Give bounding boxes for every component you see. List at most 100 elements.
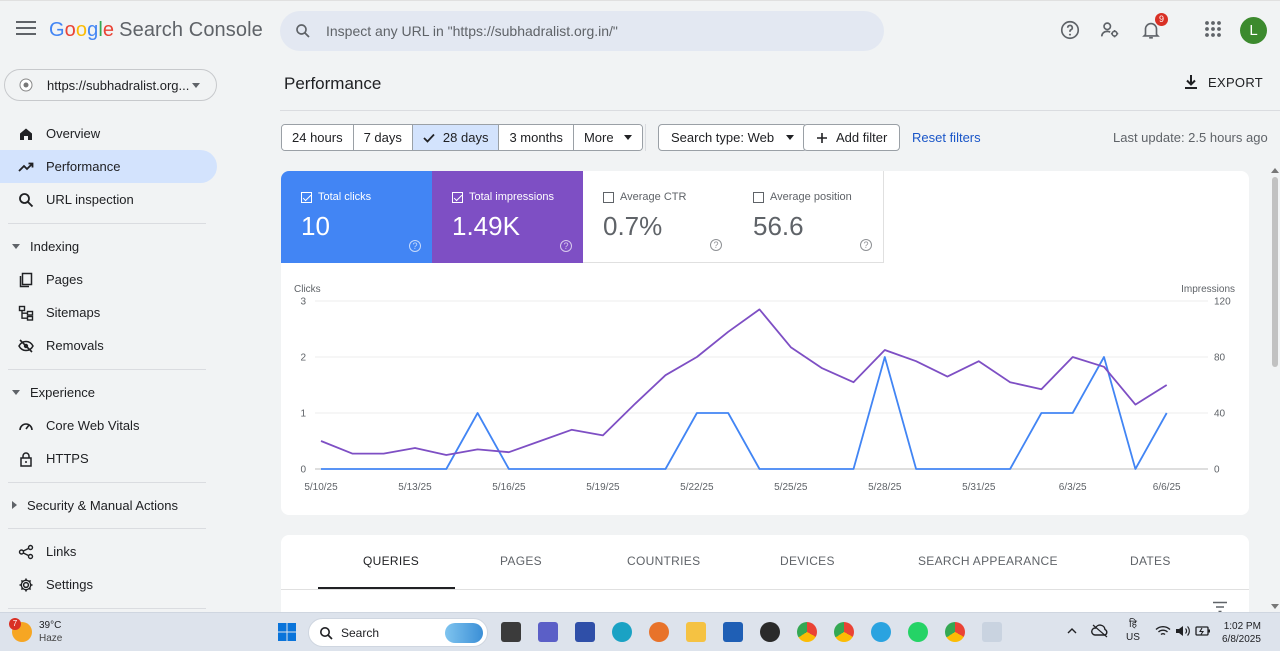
sidebar: https://subhadralist.org... Overview Per… [0,60,225,612]
reset-filters-link[interactable]: Reset filters [912,130,981,145]
sidebar-item-overview[interactable]: Overview [0,117,217,150]
export-button[interactable]: EXPORT [1184,74,1263,90]
active-tab-indicator [318,587,455,589]
wifi-icon[interactable] [1155,625,1171,637]
utility-app-icon[interactable] [982,622,1002,642]
editor-app-icon[interactable] [575,622,595,642]
chrome-icon[interactable] [797,622,817,642]
sidebar-item-label: Core Web Vitals [46,418,140,433]
search-icon [320,626,333,640]
edge-browser-icon[interactable] [612,622,632,642]
account-avatar[interactable]: L [1240,17,1267,44]
tab-devices[interactable]: DEVICES [780,554,835,568]
chrome-profile-icon[interactable] [834,622,854,642]
main-menu-icon[interactable] [16,21,36,37]
telegram-icon[interactable] [871,622,891,642]
sidebar-item-https[interactable]: HTTPS [0,442,217,475]
sidebar-item-core-web-vitals[interactable]: Core Web Vitals [0,409,217,442]
taskbar-search[interactable]: Search [308,618,488,647]
apps-grid-icon[interactable] [1203,19,1225,41]
help-icon[interactable]: ? [860,239,872,251]
windows-taskbar: 7 39°C Haze Search हि US 1:02 PM 6/8/2025 [0,612,1280,651]
page-scrollbar[interactable] [1270,165,1280,612]
metric-total-clicks[interactable]: Total clicks 10 ? [281,171,432,263]
property-selector[interactable]: https://subhadralist.org... [4,69,217,101]
performance-chart[interactable]: Clicks Impressions 0 1 2 3 0 40 80 120 5/10/25 5/13… [281,263,1249,515]
sidebar-item-settings[interactable]: Settings [0,568,217,601]
language-indicator[interactable]: हि US [1126,618,1140,644]
weather-widget[interactable]: 7 39°C Haze [9,618,62,645]
right-tick-label: 120 [1214,297,1231,308]
help-icon[interactable]: ? [409,240,421,252]
search-highlight-icon [445,623,483,643]
scroll-thumb[interactable] [1272,177,1278,367]
file-explorer-icon[interactable] [686,622,706,642]
weather-sun-icon: 7 [9,618,32,642]
search-type-filter[interactable]: Search type: Web [658,124,808,151]
caret-right-icon [12,501,17,509]
chrome-profile-2-icon[interactable] [945,622,965,642]
sidebar-section-security[interactable]: Security & Manual Actions [0,493,178,517]
sidebar-item-url-inspection[interactable]: URL inspection [0,183,217,216]
help-icon[interactable] [1059,19,1081,41]
caret-down-icon [623,135,632,140]
battery-icon[interactable] [1195,625,1211,637]
tab-pages[interactable]: PAGES [500,554,542,568]
range-more-button[interactable]: More [573,125,642,150]
metric-average-ctr[interactable]: Average CTR 0.7% ? [583,171,734,263]
sidebar-item-links[interactable]: Links [0,535,217,568]
right-tick-label: 0 [1214,465,1220,476]
section-label: Security & Manual Actions [27,497,179,513]
help-icon[interactable]: ? [710,239,722,251]
tab-dates[interactable]: DATES [1130,554,1171,568]
tab-queries[interactable]: QUERIES [363,554,420,568]
teams-icon[interactable] [538,622,558,642]
url-inspect-input[interactable] [326,23,826,39]
obs-icon[interactable] [760,622,780,642]
checkbox-checked[interactable] [452,191,463,203]
firefox-icon[interactable] [649,622,669,642]
speed-gauge-icon [19,422,33,430]
checkbox-checked[interactable] [301,191,312,203]
metric-total-impressions[interactable]: Total impressions 1.49K ? [432,171,583,263]
checkbox-unchecked[interactable] [753,191,764,203]
sidebar-item-removals[interactable]: Removals [0,329,217,362]
whatsapp-icon[interactable] [908,622,928,642]
range-7-days-button[interactable]: 7 days [353,125,413,150]
notifications-bell-icon[interactable]: 9 [1140,13,1168,41]
tab-countries[interactable]: COUNTRIES [627,554,701,568]
range-3-months-button[interactable]: 3 months [499,125,574,150]
range-28-days-button[interactable]: 28 days [412,125,500,150]
metric-label: Average CTR [620,191,687,203]
range-24-hours-button[interactable]: 24 hours [282,125,354,150]
add-filter-button[interactable]: Add filter [803,124,901,151]
sidebar-item-performance[interactable]: Performance [0,150,217,183]
scroll-down-arrow[interactable] [1271,604,1279,609]
metric-label: Total impressions [469,191,554,203]
sidebar-section-indexing[interactable]: Indexing [0,234,79,258]
microsoft-store-icon[interactable] [723,622,743,642]
url-inspect-search[interactable] [280,11,884,51]
help-icon[interactable]: ? [560,240,572,252]
onedrive-icon[interactable] [1091,623,1109,639]
tab-search-appearance[interactable]: SEARCH APPEARANCE [918,554,1058,568]
scroll-up-arrow[interactable] [1271,168,1279,173]
left-tick-label: 0 [300,465,306,476]
windows-start-icon[interactable] [277,622,297,642]
clock-time: 1:02 PM [1223,621,1261,632]
metric-average-position[interactable]: Average position 56.6 ? [733,171,884,263]
sidebar-section-experience[interactable]: Experience [0,380,95,404]
sidebar-item-sitemaps[interactable]: Sitemaps [0,296,217,329]
system-clock[interactable]: 1:02 PM 6/8/2025 [1222,620,1261,646]
volume-icon[interactable] [1175,625,1191,637]
manage-users-icon[interactable] [1099,19,1121,41]
task-view-icon[interactable] [501,622,521,642]
sidebar-item-pages[interactable]: Pages [0,263,217,296]
app-logo[interactable]: Google Search Console [49,19,263,42]
tray-expand-icon[interactable] [1067,627,1077,635]
x-tick-label: 5/16/25 [492,482,526,493]
lock-icon [20,451,32,467]
filter-rows-icon[interactable] [1212,601,1228,613]
checkbox-unchecked[interactable] [603,191,614,203]
